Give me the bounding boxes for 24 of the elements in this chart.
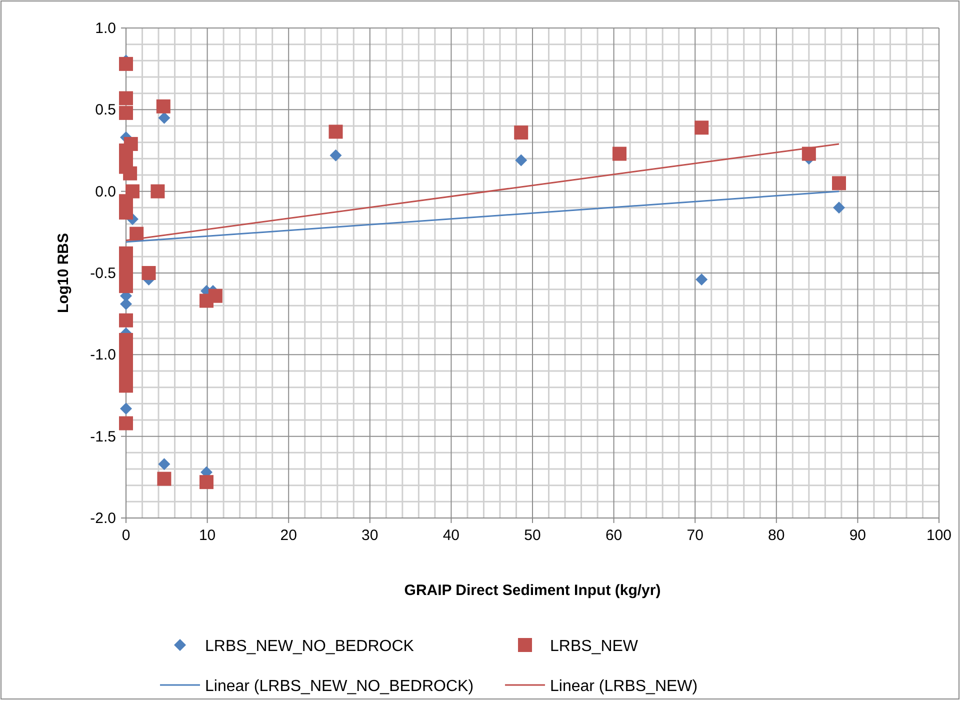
y-tick-label: -1.5 [90, 428, 116, 446]
legend-label: LRBS_NEW [550, 638, 639, 655]
x-tick-label: 40 [442, 527, 460, 544]
x-tick-label: 100 [926, 527, 952, 544]
y-tick-label: 0.5 [95, 102, 116, 119]
y-tick-label: 1.0 [95, 20, 116, 37]
legend-label: Linear (LRBS_NEW_NO_BEDROCK) [205, 678, 474, 695]
y-tick-label: 0.0 [95, 183, 116, 200]
x-tick-label: 60 [605, 527, 622, 544]
x-tick-label: 20 [280, 527, 297, 544]
y-tick-label: -0.5 [90, 265, 116, 282]
y-tick-label: -2.0 [90, 510, 116, 527]
legend-label: LRBS_NEW_NO_BEDROCK [205, 638, 414, 655]
x-axis-title: GRAIP Direct Sediment Input (kg/yr) [404, 582, 661, 599]
x-tick-label: 90 [849, 527, 866, 544]
x-tick-label: 30 [362, 527, 378, 544]
legend-label: Linear (LRBS_NEW) [550, 678, 698, 695]
x-tick-label: 80 [768, 527, 785, 544]
y-tick-label: -1.0 [90, 346, 116, 364]
x-tick-label: 10 [198, 527, 216, 544]
x-tick-label: 0 [122, 527, 130, 544]
x-tick-label: 70 [686, 527, 704, 544]
x-tick-label: 50 [524, 527, 541, 544]
y-axis-title: Log10 RBS [55, 232, 72, 314]
